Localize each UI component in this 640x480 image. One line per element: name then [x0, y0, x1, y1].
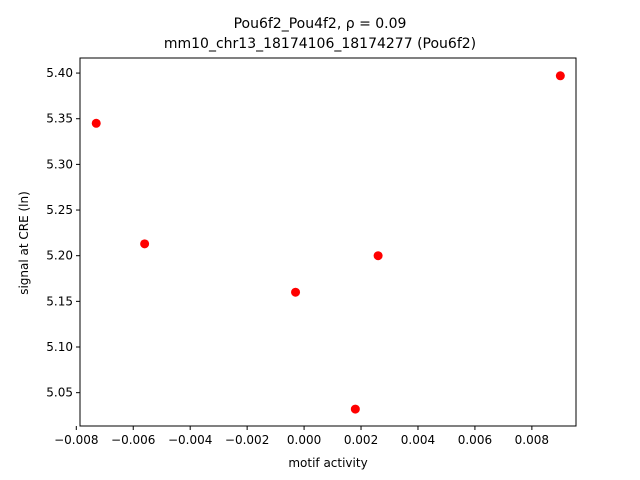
data-point [291, 287, 301, 297]
y-tick-label: 5.05 [46, 386, 73, 400]
x-tick-label: −0.002 [225, 433, 269, 447]
x-tick-label: 0.004 [401, 433, 435, 447]
plot-area: −0.008 −0.006 −0.004 −0.002 0.000 0.002 0.004 0… [46, 57, 577, 447]
y-tick-label: 5.15 [46, 294, 73, 308]
x-tick-label: −0.006 [111, 433, 155, 447]
x-tick-label: 0.008 [515, 433, 549, 447]
x-tick-label: 0.006 [458, 433, 492, 447]
data-point [350, 404, 360, 414]
y-tick-label: 5.35 [46, 112, 73, 126]
x-tick-label: 0.002 [344, 433, 378, 447]
x-tick-label: 0.000 [287, 433, 321, 447]
y-tick-label: 5.40 [46, 66, 73, 80]
x-axis-label: motif activity [288, 456, 367, 470]
axes-frame [79, 57, 577, 427]
y-tick-label: 5.20 [46, 249, 73, 263]
data-point [140, 239, 150, 249]
x-tick-label: −0.008 [54, 433, 98, 447]
y-tick-label: 5.10 [46, 340, 73, 354]
chart-title-line1: Pou6f2_Pou4f2, ρ = 0.09 [234, 16, 407, 32]
data-point [555, 71, 565, 81]
x-tick-label: −0.004 [168, 433, 212, 447]
y-tick-label: 5.25 [46, 203, 73, 217]
y-axis-label: signal at CRE (ln) [17, 191, 31, 295]
data-point [373, 251, 383, 261]
data-point [91, 118, 101, 128]
y-tick-label: 5.30 [46, 157, 73, 171]
chart-title-line2: mm10_chr13_18174106_18174277 (Pou6f2) [164, 36, 476, 52]
